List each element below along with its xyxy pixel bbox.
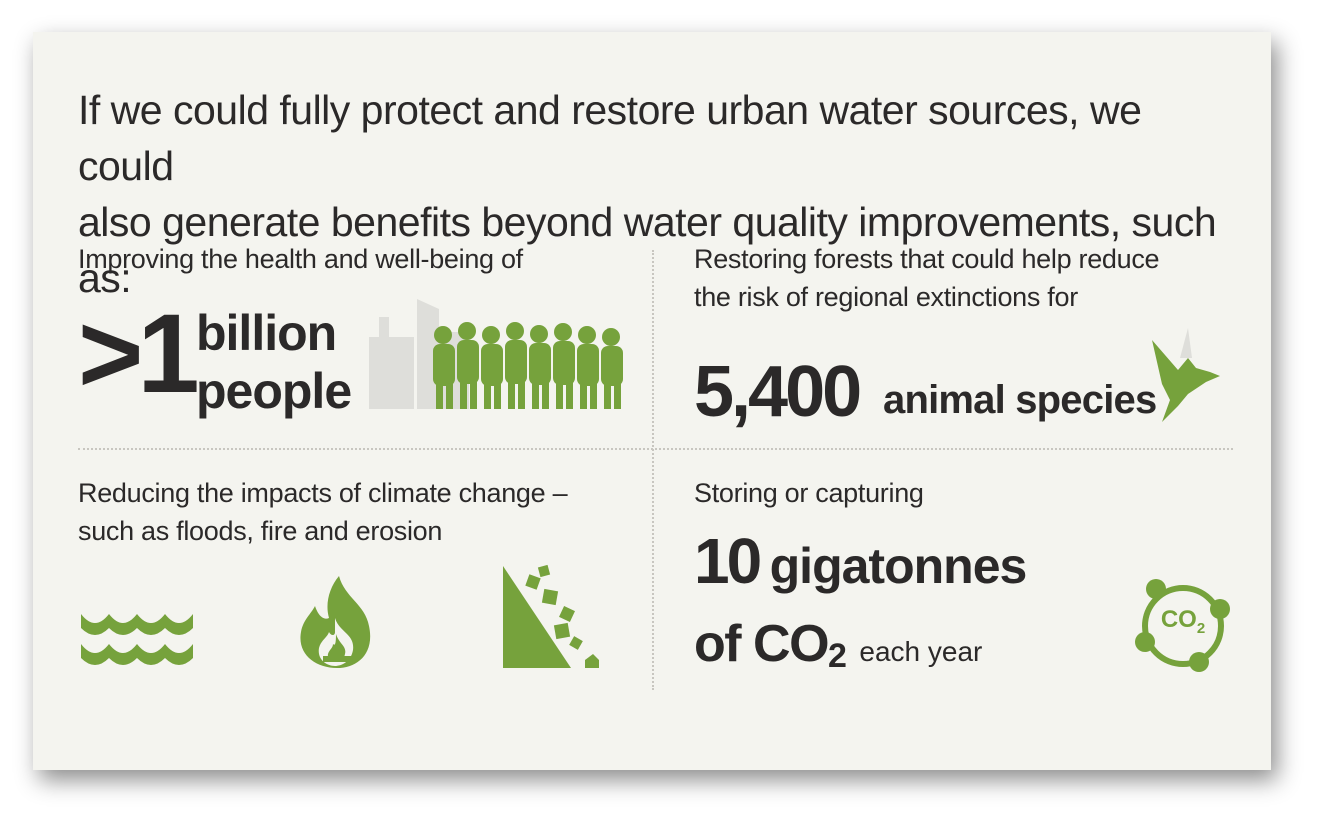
erosion-icon xyxy=(503,564,599,668)
climate-lead-line-1: Reducing the impacts of climate change – xyxy=(78,478,568,508)
people-lead: Improving the health and well-being of xyxy=(78,240,523,278)
fire-icon xyxy=(300,576,371,668)
people-number: >1 xyxy=(78,291,200,416)
headline: If we could fully protect and restore ur… xyxy=(78,82,1238,306)
climate-lead-line-2: such as floods, fire and erosion xyxy=(78,516,443,546)
carbon-lead-text: Storing or capturing xyxy=(694,478,924,508)
horizontal-divider xyxy=(78,448,1233,450)
carbon-unit: gigatonnes xyxy=(769,538,1028,594)
species-lead-line-2: the risk of regional extinctions for xyxy=(694,282,1078,312)
carbon-compound-line: of CO2 each year xyxy=(694,614,983,675)
carbon-tail: each year xyxy=(859,636,983,667)
co2-icon-subscript: 2 xyxy=(1196,620,1206,637)
climate-lead: Reducing the impacts of climate change –… xyxy=(78,474,568,550)
bird-icon xyxy=(1152,328,1220,422)
carbon-lead: Storing or capturing xyxy=(694,474,924,512)
people-unit: billion people xyxy=(196,304,352,420)
species-lead-line-1: Restoring forests that could help reduce xyxy=(694,244,1160,274)
carbon-amount: 10 gigatonnes xyxy=(694,524,1028,598)
people-lead-text: Improving the health and well-being of xyxy=(78,244,523,274)
species-lead: Restoring forests that could help reduce… xyxy=(694,240,1160,316)
vertical-divider xyxy=(652,250,654,690)
infographic-card: If we could fully protect and restore ur… xyxy=(33,32,1271,770)
people-unit-line-1: billion xyxy=(196,305,337,361)
carbon-of-co: of CO xyxy=(694,615,830,673)
carbon-subscript: 2 xyxy=(828,637,847,675)
people-unit-line-2: people xyxy=(196,363,352,419)
co2-icon-text: CO xyxy=(1160,606,1197,633)
people-silhouettes xyxy=(433,322,623,409)
co2-cycle-icon: CO2 xyxy=(1133,576,1233,676)
headline-line-1: If we could fully protect and restore ur… xyxy=(78,87,1142,189)
flood-waves-icon xyxy=(81,614,193,665)
co2-icon-label: CO2 xyxy=(1133,606,1233,637)
crowd-icon xyxy=(369,299,623,409)
species-unit: animal species xyxy=(883,378,1157,422)
headline-line-2: also generate benefits beyond water qual… xyxy=(78,199,1217,301)
carbon-number: 10 xyxy=(694,525,762,597)
co2-cycle-ring xyxy=(1135,579,1230,672)
species-number: 5,400 xyxy=(694,352,862,432)
